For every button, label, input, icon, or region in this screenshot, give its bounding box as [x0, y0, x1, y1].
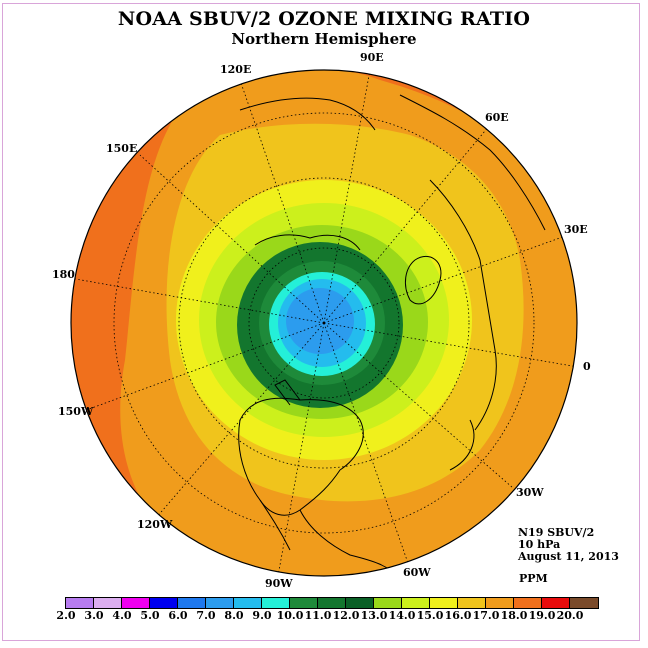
- lon-label-90w: 90W: [265, 577, 293, 590]
- colorbar-tick-label: 10.0: [276, 609, 304, 622]
- colorbar-tick-label: 18.0: [500, 609, 528, 622]
- colorbar: [65, 597, 599, 609]
- colorbar-swatch: [178, 598, 206, 608]
- colorbar-swatch: [290, 598, 318, 608]
- colorbar-tick-label: 20.0: [556, 609, 584, 622]
- lon-label-90e: 90E: [360, 51, 384, 64]
- lon-label-30w: 30W: [516, 486, 544, 499]
- info-block: N19 SBUV/2 10 hPa August 11, 2013: [518, 527, 619, 563]
- lon-label-30e: 30E: [564, 223, 588, 236]
- colorbar-swatch: [150, 598, 178, 608]
- date-label: August 11, 2013: [518, 550, 619, 563]
- colorbar-tick-label: 19.0: [528, 609, 556, 622]
- colorbar-tick-label: 12.0: [332, 609, 360, 622]
- colorbar-tick-label: 6.0: [168, 609, 188, 622]
- colorbar-tick-label: 15.0: [416, 609, 444, 622]
- lon-label-120e: 120E: [220, 63, 252, 76]
- pressure-level-label: 10 hPa: [518, 538, 561, 551]
- map-title: NOAA SBUV/2 OZONE MIXING RATIO: [117, 8, 531, 30]
- colorbar-tick-label: 8.0: [224, 609, 244, 622]
- colorbar-tick-label: 16.0: [444, 609, 472, 622]
- colorbar-tick-label: 3.0: [84, 609, 104, 622]
- figure-frame: [2, 3, 640, 641]
- graticule: [71, 70, 577, 576]
- colorbar-swatch: [346, 598, 374, 608]
- colorbar-swatch: [374, 598, 402, 608]
- instrument-label: N19 SBUV/2: [518, 526, 595, 539]
- lon-label-120w: 120W: [137, 518, 173, 531]
- colorbar-tick-label: 17.0: [472, 609, 500, 622]
- lon-label-150w: 150W: [58, 405, 94, 418]
- lon-label-60e: 60E: [485, 111, 509, 124]
- map-boundary: [70, 69, 578, 577]
- colorbar-tick-label: 14.0: [388, 609, 416, 622]
- colorbar-swatch: [486, 598, 514, 608]
- lon-label-0: 0: [583, 360, 591, 373]
- colorbar-swatch: [262, 598, 290, 608]
- colorbar-tick-label: 13.0: [360, 609, 388, 622]
- colorbar-tick-label: 9.0: [252, 609, 272, 622]
- colorbar-tick-label: 4.0: [112, 609, 132, 622]
- colorbar-swatch: [430, 598, 458, 608]
- colorbar-swatch: [318, 598, 346, 608]
- colorbar-swatch: [122, 598, 150, 608]
- colorbar-swatch: [94, 598, 122, 608]
- colorbar-tick-label: 5.0: [140, 609, 160, 622]
- colorbar-swatch: [66, 598, 94, 608]
- lon-label-60w: 60W: [403, 566, 431, 579]
- colorbar-swatch: [402, 598, 430, 608]
- units-label: PPM: [519, 572, 548, 585]
- colorbar-swatch: [514, 598, 542, 608]
- colorbar-swatch: [542, 598, 570, 608]
- lon-label-150e: 150E: [106, 142, 138, 155]
- colorbar-tick-label: 2.0: [56, 609, 76, 622]
- colorbar-swatch: [206, 598, 234, 608]
- map-subtitle: Northern Hemisphere: [231, 30, 417, 48]
- colorbar-swatch: [570, 598, 598, 608]
- colorbar-tick-label: 11.0: [304, 609, 332, 622]
- colorbar-tick-label: 7.0: [196, 609, 216, 622]
- colorbar-swatch: [458, 598, 486, 608]
- lon-label-180: 180: [52, 268, 75, 281]
- colorbar-swatch: [234, 598, 262, 608]
- band-7-8: [286, 288, 354, 354]
